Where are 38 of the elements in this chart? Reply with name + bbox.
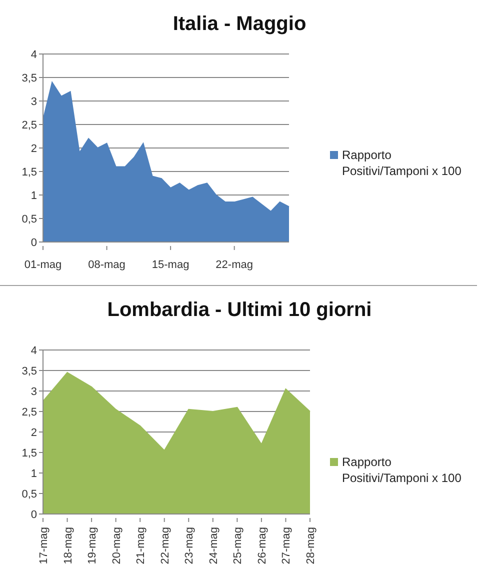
y-tick-label: 4 bbox=[30, 344, 37, 357]
y-tick-label: 1,5 bbox=[22, 166, 37, 178]
y-tick-label: 2 bbox=[30, 142, 37, 155]
x-tick-label: 24-mag bbox=[208, 527, 220, 564]
x-tick-label: 27-mag bbox=[280, 527, 293, 564]
x-tick-label: 21-mag bbox=[135, 527, 148, 564]
x-tick-label: 19-mag bbox=[86, 527, 99, 564]
x-tick-label: 26-mag bbox=[256, 527, 268, 564]
y-tick-label: 0 bbox=[30, 508, 37, 521]
x-tick-label: 17-mag bbox=[38, 527, 50, 564]
y-tick-label: 2,5 bbox=[22, 406, 37, 418]
y-tick-label: 0,5 bbox=[22, 213, 37, 226]
y-tick-label: 1 bbox=[30, 468, 37, 480]
y-tick-label: 3 bbox=[30, 96, 37, 108]
y-tick-label: 3,5 bbox=[22, 365, 37, 378]
x-tick-label: 22-mag bbox=[216, 259, 253, 271]
x-tick-label: 25-mag bbox=[232, 527, 244, 564]
x-tick-label: 08-mag bbox=[88, 259, 126, 271]
x-tick-label: 01-mag bbox=[24, 259, 62, 271]
y-tick-label: 1 bbox=[30, 190, 37, 202]
legend-label: Rapporto Positivi/Tamponi x 100 bbox=[342, 147, 462, 179]
y-tick-label: 0 bbox=[30, 236, 37, 249]
x-tick-label: 22-mag bbox=[159, 527, 172, 564]
y-tick-label: 4 bbox=[30, 48, 37, 61]
x-tick-label: 18-mag bbox=[62, 527, 74, 564]
x-tick-label: 15-mag bbox=[152, 259, 190, 271]
x-tick-label: 20-mag bbox=[110, 527, 123, 564]
y-tick-label: 3 bbox=[30, 386, 37, 398]
chart-title: Italia - Maggio bbox=[172, 12, 308, 37]
chart-title: Lombardia - Ultimi 10 giorni bbox=[106, 298, 373, 323]
x-tick-label: 23-mag bbox=[184, 527, 196, 564]
y-tick-label: 1,5 bbox=[22, 447, 37, 460]
x-tick-label: 28-mag bbox=[305, 527, 317, 564]
y-tick-label: 2,5 bbox=[22, 119, 37, 132]
y-tick-label: 0,5 bbox=[22, 488, 37, 500]
y-tick-label: 2 bbox=[30, 426, 37, 439]
y-tick-label: 3,5 bbox=[22, 72, 37, 84]
legend-label: Rapporto Positivi/Tamponi x 100 bbox=[342, 454, 462, 486]
